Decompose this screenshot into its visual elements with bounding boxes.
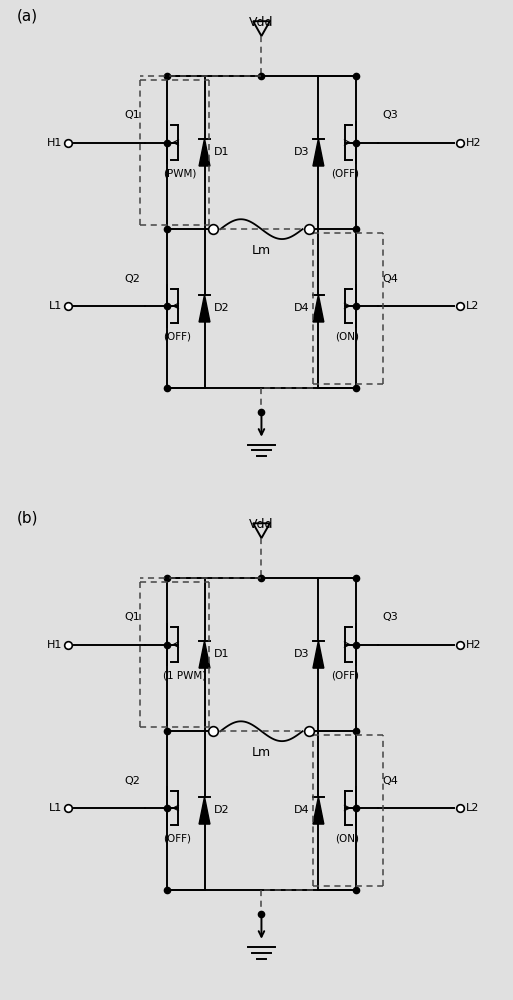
Polygon shape	[313, 295, 324, 322]
Polygon shape	[313, 797, 324, 824]
Text: Q4: Q4	[383, 274, 399, 284]
Text: Q3: Q3	[383, 612, 399, 622]
Text: D1: D1	[213, 147, 229, 157]
Text: D3: D3	[294, 147, 309, 157]
Text: H2: H2	[465, 640, 481, 650]
Text: Q4: Q4	[383, 776, 399, 786]
Text: L2: L2	[465, 803, 479, 813]
Polygon shape	[199, 797, 210, 824]
Polygon shape	[199, 641, 210, 668]
Polygon shape	[313, 139, 324, 166]
Text: (OFF): (OFF)	[164, 332, 191, 342]
Text: (OFF): (OFF)	[331, 168, 360, 178]
Text: (OFF): (OFF)	[331, 670, 360, 680]
Text: (PWM): (PWM)	[164, 168, 197, 178]
Text: D2: D2	[213, 303, 229, 313]
Text: Q3: Q3	[383, 110, 399, 120]
Text: D3: D3	[294, 649, 309, 659]
Text: Q1: Q1	[124, 110, 140, 120]
Polygon shape	[313, 641, 324, 668]
Text: L2: L2	[465, 301, 479, 311]
Text: Lm: Lm	[252, 244, 271, 257]
Polygon shape	[199, 139, 210, 166]
Text: (ON): (ON)	[336, 834, 360, 844]
Text: D1: D1	[213, 649, 229, 659]
Text: Q2: Q2	[124, 274, 140, 284]
Text: (1 PWM): (1 PWM)	[164, 670, 207, 680]
Text: H1: H1	[47, 138, 63, 148]
Text: L1: L1	[49, 301, 63, 311]
Text: (OFF): (OFF)	[164, 834, 191, 844]
Text: (b): (b)	[16, 511, 38, 526]
Text: (ON): (ON)	[336, 332, 360, 342]
Text: (a): (a)	[16, 9, 37, 24]
Text: L1: L1	[49, 803, 63, 813]
Text: D2: D2	[213, 805, 229, 815]
Text: H2: H2	[465, 138, 481, 148]
Text: Lm: Lm	[252, 746, 271, 759]
Text: H1: H1	[47, 640, 63, 650]
Text: D4: D4	[294, 805, 309, 815]
Text: D4: D4	[294, 303, 309, 313]
Text: Vdd: Vdd	[249, 16, 274, 29]
Text: Q1: Q1	[124, 612, 140, 622]
Text: Q2: Q2	[124, 776, 140, 786]
Polygon shape	[199, 295, 210, 322]
Text: Vdd: Vdd	[249, 518, 274, 531]
